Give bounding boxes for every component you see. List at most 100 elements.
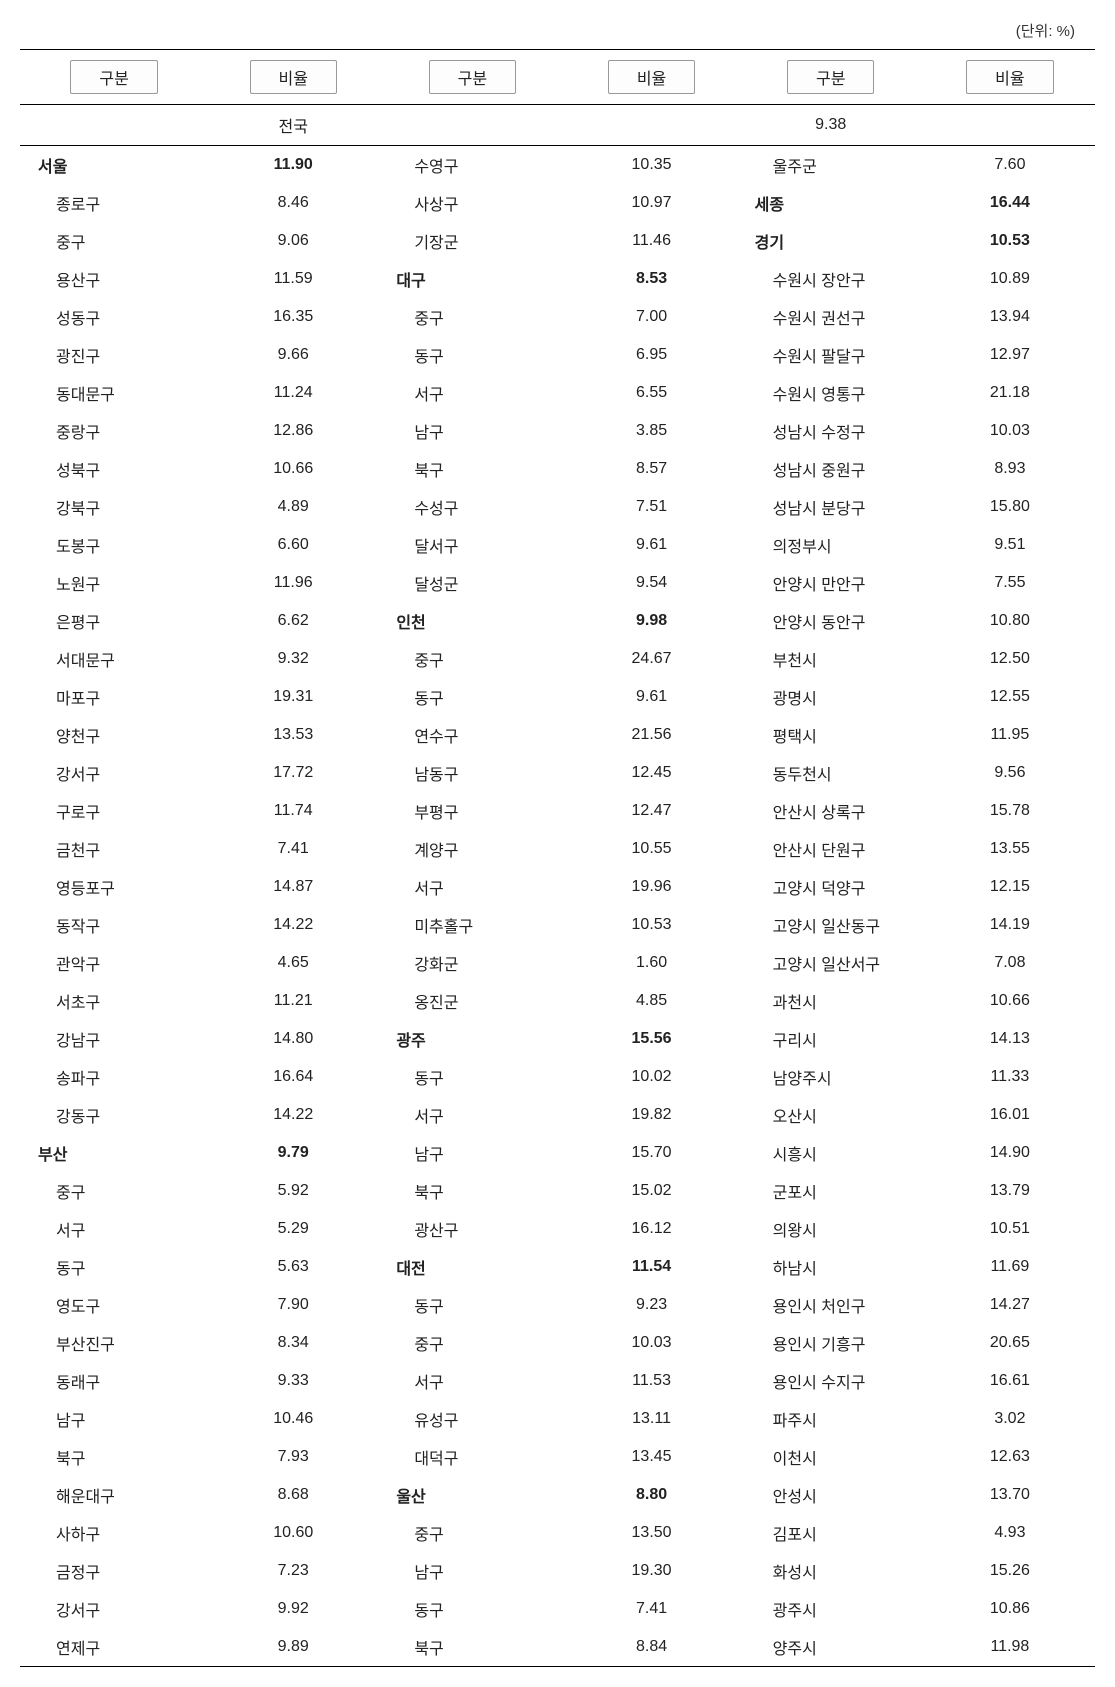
region-cell: 해운대구 xyxy=(20,1476,208,1514)
value-cell: 15.80 xyxy=(925,488,1095,526)
region-cell: 부산 xyxy=(20,1134,208,1172)
value-cell: 9.98 xyxy=(566,602,736,640)
table-row: 부산9.79남구15.70시흥시14.90 xyxy=(20,1134,1095,1172)
value-cell: 4.89 xyxy=(208,488,378,526)
value-cell: 11.24 xyxy=(208,374,378,412)
national-value: 9.38 xyxy=(566,105,1095,146)
region-cell: 안산시 단원구 xyxy=(737,830,925,868)
region-cell: 관악구 xyxy=(20,944,208,982)
value-cell: 13.50 xyxy=(566,1514,736,1552)
region-cell: 유성구 xyxy=(378,1400,566,1438)
region-cell: 광주 xyxy=(378,1020,566,1058)
region-cell: 서구 xyxy=(20,1210,208,1248)
region-cell: 구로구 xyxy=(20,792,208,830)
region-cell: 남동구 xyxy=(378,754,566,792)
region-cell: 수원시 영통구 xyxy=(737,374,925,412)
region-cell: 오산시 xyxy=(737,1096,925,1134)
region-cell: 달서구 xyxy=(378,526,566,564)
value-cell: 16.35 xyxy=(208,298,378,336)
region-cell: 의정부시 xyxy=(737,526,925,564)
table-row: 노원구11.96달성군9.54안양시 만안구7.55 xyxy=(20,564,1095,602)
value-cell: 15.56 xyxy=(566,1020,736,1058)
table-row: 금천구7.41계양구10.55안산시 단원구13.55 xyxy=(20,830,1095,868)
region-cell: 구리시 xyxy=(737,1020,925,1058)
region-cell: 사하구 xyxy=(20,1514,208,1552)
region-cell: 남구 xyxy=(20,1400,208,1438)
region-cell: 이천시 xyxy=(737,1438,925,1476)
region-cell: 중구 xyxy=(20,222,208,260)
region-cell: 고양시 일산서구 xyxy=(737,944,925,982)
table-row: 송파구16.64동구10.02남양주시11.33 xyxy=(20,1058,1095,1096)
region-cell: 부평구 xyxy=(378,792,566,830)
value-cell: 8.93 xyxy=(925,450,1095,488)
value-cell: 10.53 xyxy=(566,906,736,944)
value-cell: 15.02 xyxy=(566,1172,736,1210)
value-cell: 12.45 xyxy=(566,754,736,792)
value-cell: 12.15 xyxy=(925,868,1095,906)
region-cell: 연제구 xyxy=(20,1628,208,1667)
value-cell: 9.56 xyxy=(925,754,1095,792)
region-cell: 울산 xyxy=(378,1476,566,1514)
region-cell: 하남시 xyxy=(737,1248,925,1286)
region-cell: 동대문구 xyxy=(20,374,208,412)
region-cell: 수원시 장안구 xyxy=(737,260,925,298)
value-cell: 14.90 xyxy=(925,1134,1095,1172)
value-cell: 7.93 xyxy=(208,1438,378,1476)
table-row: 서대문구9.32중구24.67부천시12.50 xyxy=(20,640,1095,678)
value-cell: 5.92 xyxy=(208,1172,378,1210)
header-value-2: 비율 xyxy=(566,50,736,105)
value-cell: 20.65 xyxy=(925,1324,1095,1362)
value-cell: 10.80 xyxy=(925,602,1095,640)
value-cell: 10.03 xyxy=(566,1324,736,1362)
region-cell: 울주군 xyxy=(737,146,925,185)
value-cell: 5.29 xyxy=(208,1210,378,1248)
table-row: 강북구4.89수성구7.51성남시 분당구15.80 xyxy=(20,488,1095,526)
region-cell: 중구 xyxy=(378,1324,566,1362)
region-cell: 강서구 xyxy=(20,1590,208,1628)
value-cell: 9.23 xyxy=(566,1286,736,1324)
region-cell: 은평구 xyxy=(20,602,208,640)
region-cell: 시흥시 xyxy=(737,1134,925,1172)
region-cell: 서울 xyxy=(20,146,208,185)
value-cell: 15.78 xyxy=(925,792,1095,830)
value-cell: 12.47 xyxy=(566,792,736,830)
region-cell: 성북구 xyxy=(20,450,208,488)
region-cell: 동구 xyxy=(378,1058,566,1096)
value-cell: 9.33 xyxy=(208,1362,378,1400)
region-cell: 강북구 xyxy=(20,488,208,526)
value-cell: 12.86 xyxy=(208,412,378,450)
value-cell: 9.92 xyxy=(208,1590,378,1628)
value-cell: 11.95 xyxy=(925,716,1095,754)
value-cell: 7.55 xyxy=(925,564,1095,602)
value-cell: 14.19 xyxy=(925,906,1095,944)
table-row: 관악구4.65강화군1.60고양시 일산서구7.08 xyxy=(20,944,1095,982)
region-cell: 대구 xyxy=(378,260,566,298)
region-cell: 대덕구 xyxy=(378,1438,566,1476)
value-cell: 4.65 xyxy=(208,944,378,982)
region-cell: 군포시 xyxy=(737,1172,925,1210)
region-cell: 기장군 xyxy=(378,222,566,260)
value-cell: 10.02 xyxy=(566,1058,736,1096)
value-cell: 11.69 xyxy=(925,1248,1095,1286)
value-cell: 19.31 xyxy=(208,678,378,716)
region-cell: 북구 xyxy=(378,1172,566,1210)
value-cell: 11.53 xyxy=(566,1362,736,1400)
region-cell: 동구 xyxy=(378,1590,566,1628)
value-cell: 9.51 xyxy=(925,526,1095,564)
region-cell: 미추홀구 xyxy=(378,906,566,944)
value-cell: 7.51 xyxy=(566,488,736,526)
region-cell: 화성시 xyxy=(737,1552,925,1590)
table-row: 강동구14.22서구19.82오산시16.01 xyxy=(20,1096,1095,1134)
region-cell: 동작구 xyxy=(20,906,208,944)
value-cell: 17.72 xyxy=(208,754,378,792)
value-cell: 7.00 xyxy=(566,298,736,336)
header-region-2: 구분 xyxy=(378,50,566,105)
region-cell: 달성군 xyxy=(378,564,566,602)
value-cell: 7.41 xyxy=(566,1590,736,1628)
table-row: 중랑구12.86남구3.85성남시 수정구10.03 xyxy=(20,412,1095,450)
value-cell: 12.55 xyxy=(925,678,1095,716)
value-cell: 24.67 xyxy=(566,640,736,678)
value-cell: 10.60 xyxy=(208,1514,378,1552)
region-cell: 서초구 xyxy=(20,982,208,1020)
value-cell: 8.84 xyxy=(566,1628,736,1667)
